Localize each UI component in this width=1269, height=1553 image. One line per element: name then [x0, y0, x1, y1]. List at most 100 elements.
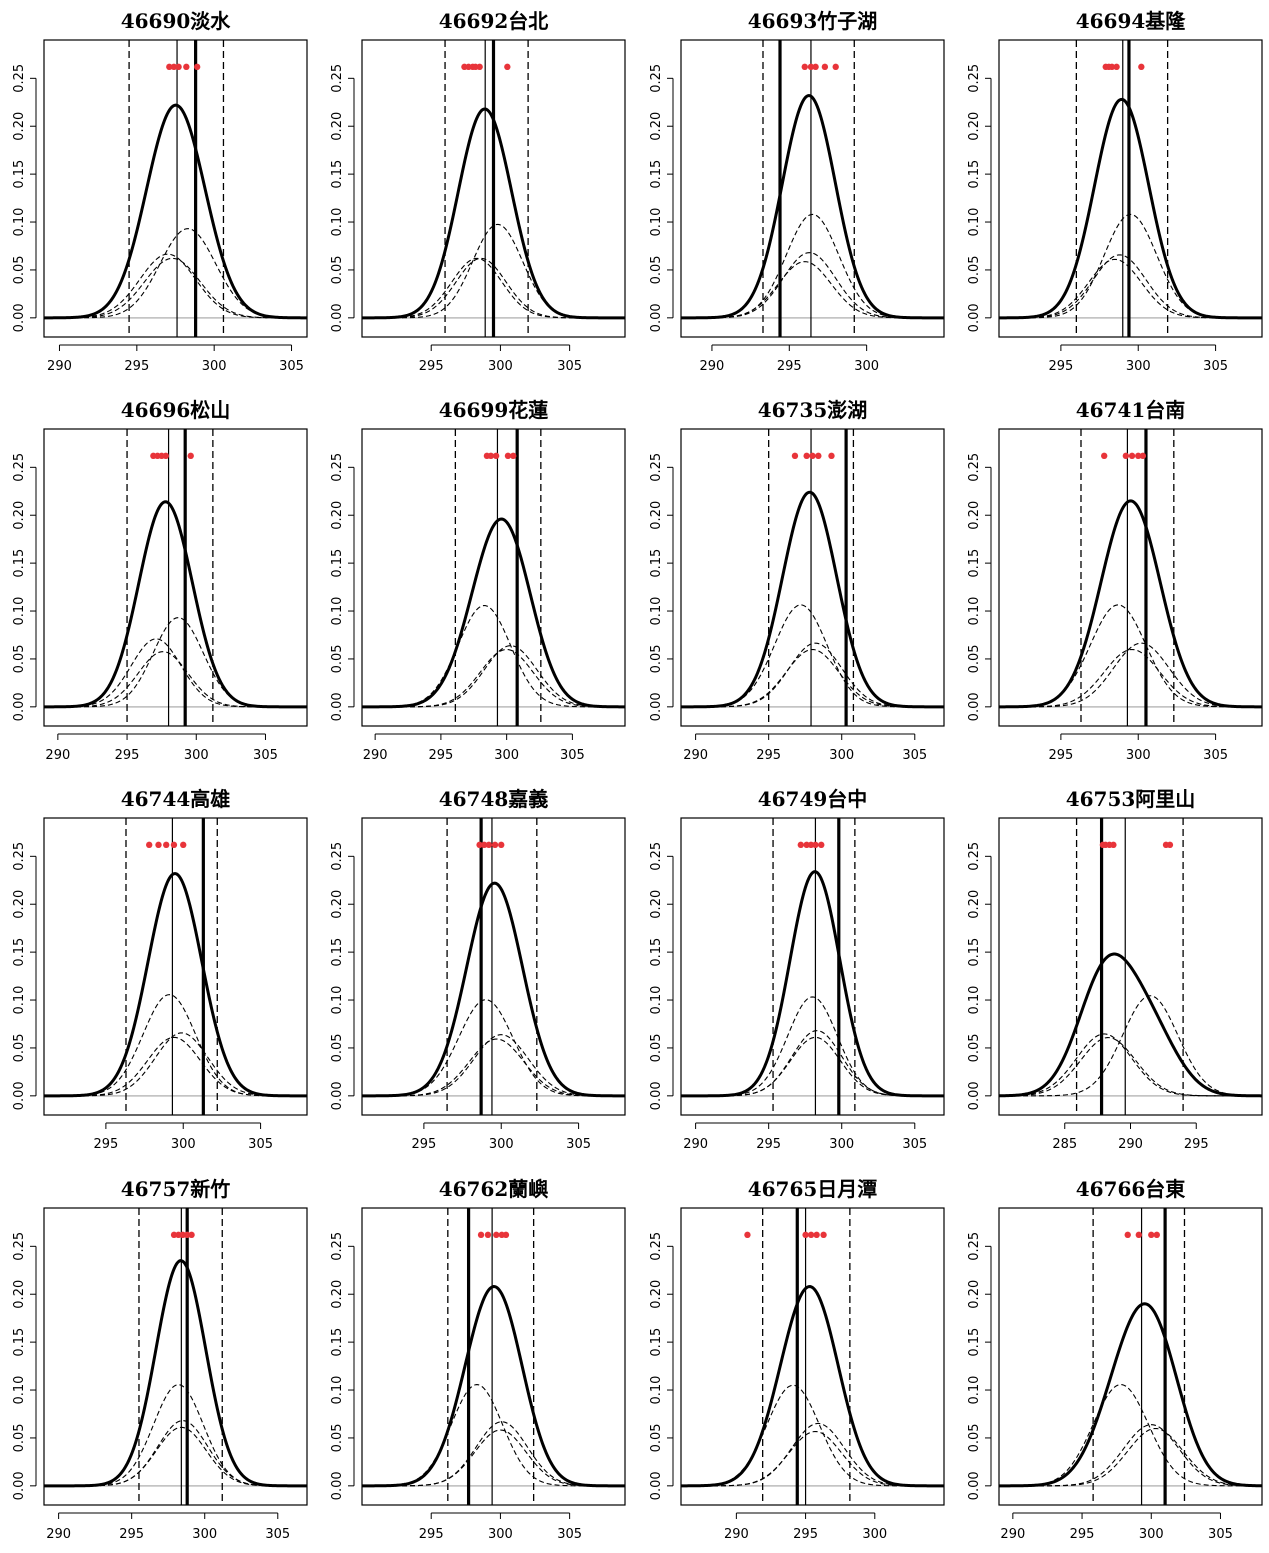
ensemble-member-point — [1110, 841, 1117, 849]
x-tick-label: 300 — [494, 748, 519, 763]
y-tick-label: 0.20 — [12, 112, 27, 141]
component-density-curve — [44, 1420, 307, 1487]
station-panel: 46744高雄 295 300 305 0.00 0.05 0.10 0.15 0.20 0.25 — [12, 787, 308, 1152]
x-tick-label: 305 — [1203, 748, 1228, 763]
y-tick-label: 0.05 — [12, 255, 27, 284]
x-tick-label: 290 — [700, 359, 725, 374]
y-tick-label: 0.10 — [967, 208, 982, 237]
plot-frame — [680, 1207, 945, 1506]
plot-frame — [998, 428, 1263, 727]
y-tick-label: 0.20 — [649, 112, 664, 141]
y-tick-label: 0.25 — [330, 453, 345, 482]
mixture-density-curve — [681, 870, 944, 1098]
y-tick-label: 0.10 — [12, 1376, 27, 1405]
x-tick-label: 290 — [1118, 1137, 1143, 1152]
component-density-curve — [681, 648, 944, 708]
x-tick-label: 300 — [488, 1527, 513, 1542]
ensemble-member-point — [802, 1231, 809, 1239]
component-density-curve — [681, 1384, 944, 1487]
plot-frame — [43, 817, 308, 1116]
y-tick-label: 0.00 — [330, 1471, 345, 1500]
component-density-curve — [44, 228, 307, 319]
ensemble-member-point — [487, 452, 495, 460]
component-density-curve — [44, 1032, 307, 1097]
y-tick-label: 0.10 — [12, 208, 27, 237]
y-tick-label: 0.05 — [330, 1033, 345, 1062]
x-tick-label: 305 — [902, 748, 927, 763]
component-density-curve — [362, 648, 625, 708]
y-tick-label: 0.25 — [330, 842, 345, 871]
component-density-curve — [681, 1430, 944, 1487]
plot-frame — [43, 39, 308, 338]
y-tick-label: 0.10 — [330, 1376, 345, 1405]
component-density-curve — [681, 996, 944, 1097]
station-panel: 46690淡水 290 295 300 305 0.00 0.05 0.10 0.15 0.20 0… — [12, 9, 308, 374]
x-tick-label: 295 — [1070, 1527, 1095, 1542]
station-panel: 46694基隆 295 300 305 0.00 0.05 0.10 0.15 0.20 0.25 — [967, 9, 1263, 374]
panel-title: 46765日月潭 — [748, 1177, 878, 1201]
y-tick-label: 0.20 — [967, 1280, 982, 1309]
x-tick-label: 295 — [756, 748, 781, 763]
mixture-density-curve — [999, 1302, 1262, 1488]
y-tick-label: 0.20 — [330, 112, 345, 141]
y-tick-label: 0.25 — [649, 453, 664, 482]
y-tick-label: 0.10 — [330, 597, 345, 626]
x-tick-label: 290 — [683, 1137, 708, 1152]
x-tick-label: 305 — [279, 359, 304, 374]
x-tick-label: 300 — [829, 1137, 854, 1152]
ensemble-member-point — [1122, 452, 1130, 460]
station-panel: 46762蘭嶼 295 300 305 0.00 0.05 0.10 0.15 0.20 0.25 — [330, 1177, 626, 1542]
ensemble-member-point — [812, 841, 819, 849]
mixture-density-curve — [362, 881, 625, 1098]
component-density-curve — [681, 261, 944, 319]
ensemble-member-point — [155, 841, 162, 849]
y-tick-label: 0.05 — [330, 644, 345, 673]
plot-frame — [998, 39, 1263, 338]
x-tick-label: 295 — [793, 1527, 818, 1542]
y-tick-label: 0.25 — [12, 842, 27, 871]
x-tick-label: 305 — [248, 1137, 273, 1152]
mixture-density-curve — [681, 1285, 944, 1488]
y-tick-label: 0.00 — [649, 1471, 664, 1500]
x-tick-label: 305 — [253, 748, 278, 763]
x-tick-label: 300 — [854, 359, 879, 374]
component-density-curve — [44, 1426, 307, 1487]
mixture-density-curve — [362, 517, 625, 709]
y-tick-label: 0.05 — [12, 1033, 27, 1062]
ensemble-member-point — [813, 1231, 820, 1239]
ensemble-member-point — [183, 1231, 191, 1239]
mixture-density-curve — [999, 952, 1262, 1098]
x-tick-label: 290 — [47, 359, 72, 374]
component-density-curve — [44, 1036, 307, 1097]
y-tick-label: 0.00 — [967, 1081, 982, 1110]
ensemble-member-point — [481, 841, 488, 849]
ensemble-member-point — [502, 1231, 510, 1239]
x-tick-label: 295 — [1184, 1137, 1209, 1152]
station-panel: 46735澎湖 290 295 300 305 0.00 0.05 0.10 0.15 0.20 0… — [649, 398, 945, 763]
component-density-curve — [681, 213, 944, 319]
panel-title: 46744高雄 — [121, 787, 231, 811]
ensemble-member-point — [1101, 452, 1108, 460]
component-density-curve — [362, 1429, 625, 1487]
component-density-curve — [999, 1424, 1262, 1487]
y-tick-label: 0.15 — [649, 938, 664, 967]
plot-frame — [361, 1207, 626, 1506]
y-tick-label: 0.10 — [967, 1376, 982, 1405]
x-tick-label: 300 — [1126, 359, 1151, 374]
ensemble-member-point — [485, 841, 493, 849]
mixture-density-curve — [44, 103, 307, 320]
station-panel: 46765日月潭 290 295 300 0.00 0.05 0.10 0.15 0.20 0.2… — [649, 1177, 945, 1542]
component-density-curve — [681, 642, 944, 708]
y-tick-label: 0.15 — [967, 160, 982, 189]
ensemble-member-point — [803, 452, 810, 460]
y-tick-label: 0.25 — [967, 453, 982, 482]
ensemble-member-point — [832, 63, 839, 71]
x-tick-label: 305 — [902, 1137, 927, 1152]
y-tick-label: 0.00 — [12, 692, 27, 721]
ensemble-member-point — [1139, 452, 1147, 460]
x-tick-label: 305 — [557, 1527, 582, 1542]
component-density-curve — [44, 638, 307, 708]
plot-frame — [361, 817, 626, 1116]
ensemble-member-point — [803, 841, 810, 849]
ensemble-member-point — [801, 63, 808, 71]
